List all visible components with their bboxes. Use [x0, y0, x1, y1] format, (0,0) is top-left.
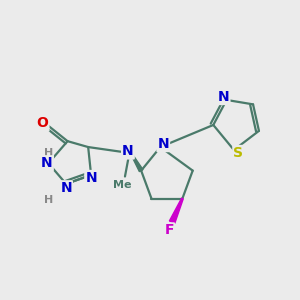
Text: N: N [60, 181, 72, 195]
Text: N: N [158, 137, 169, 151]
Text: S: S [233, 146, 243, 160]
Text: H: H [44, 195, 53, 205]
Polygon shape [169, 198, 183, 223]
Text: O: O [37, 116, 49, 130]
Text: N: N [85, 171, 97, 185]
Text: H: H [44, 148, 53, 158]
Text: Me: Me [113, 180, 131, 190]
Text: N: N [122, 145, 134, 158]
Polygon shape [130, 153, 143, 172]
Text: N: N [218, 90, 230, 104]
Text: N: N [41, 156, 53, 170]
Text: F: F [164, 224, 174, 237]
